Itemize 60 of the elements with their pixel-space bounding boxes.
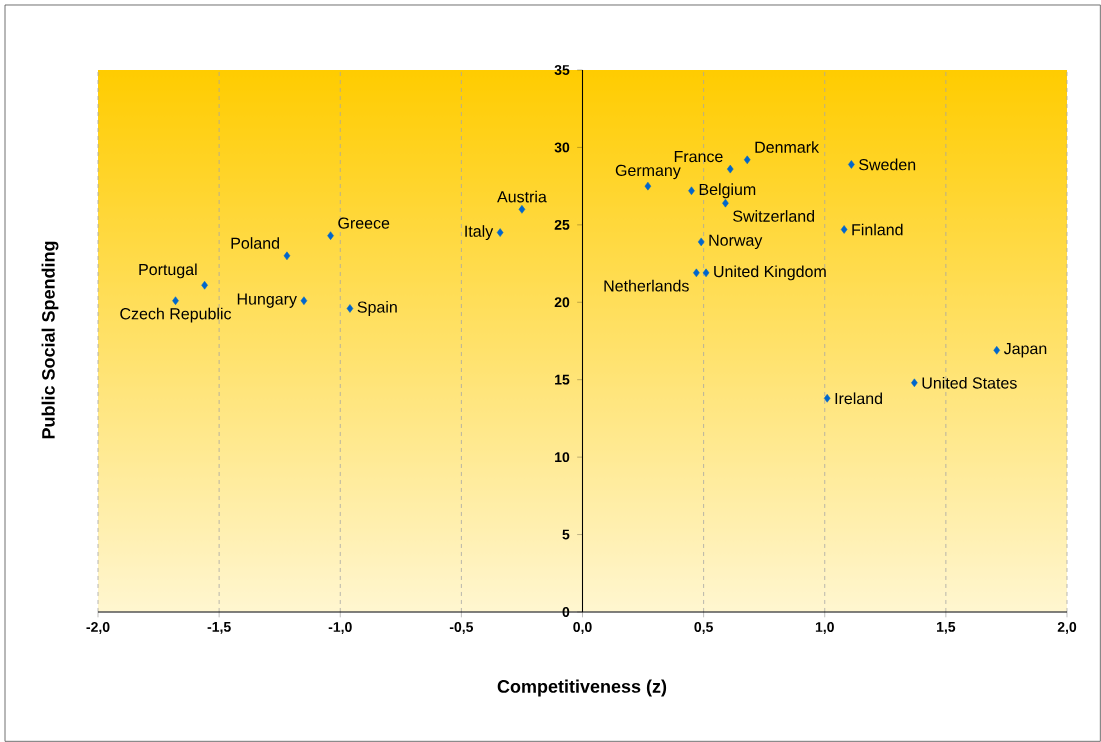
x-tick-label: 0,0 (573, 622, 592, 634)
annotation: Denmark (755, 141, 820, 153)
annotation: Norway (709, 234, 763, 250)
annotation: Japan (1003, 343, 1047, 358)
x-tick-label: 0,5 (694, 622, 713, 634)
x-tick-label: 1,0 (815, 622, 834, 634)
x-tick-label: -1,5 (207, 622, 231, 634)
x-axis-title: Competitiveness (z) (497, 679, 667, 697)
annotation: United States (922, 376, 1017, 389)
point (172, 296, 179, 305)
point (688, 186, 695, 196)
annotation: France (674, 151, 723, 163)
point (283, 251, 291, 261)
y-tick-label: 30 (554, 142, 570, 153)
annotation: Sweden (859, 158, 916, 171)
point (201, 280, 208, 290)
y-tick-label: 0 (562, 607, 570, 617)
annotation: Finland (852, 223, 903, 236)
x-tick-label: 2,0 (1057, 622, 1077, 634)
x-tick-label: -1,0 (328, 622, 352, 634)
y-tick-label: 20 (554, 297, 570, 308)
point (644, 181, 652, 191)
y-axis-title: Public Social Spending (41, 241, 59, 439)
point (743, 155, 751, 165)
point (697, 237, 705, 247)
point (840, 225, 848, 234)
point (693, 268, 700, 278)
point (496, 228, 504, 237)
point (518, 205, 526, 214)
point (993, 346, 1001, 355)
annotation: Germany (615, 164, 681, 180)
point (848, 160, 855, 169)
annotation: Hungary (237, 293, 297, 308)
point (300, 296, 308, 305)
y-tick-label: 25 (554, 219, 570, 230)
annotation: Netherlands (604, 279, 689, 292)
y-tick-label: 15 (555, 374, 570, 385)
annotation: Czech Republic (120, 307, 232, 323)
annotation: Spain (357, 301, 397, 316)
point (346, 304, 354, 313)
annotation: Ireland (835, 392, 882, 405)
x-tick-label: -2,0 (86, 622, 110, 634)
point (702, 268, 710, 278)
y-tick-label: 5 (562, 529, 570, 540)
annotation: Poland (231, 237, 279, 249)
y-tick-label: 10 (555, 452, 570, 463)
annotation: Italy (465, 225, 494, 241)
point (911, 378, 918, 388)
annotation: Greece (338, 217, 390, 229)
annotation: Belgium (699, 183, 756, 199)
x-tick-label: 1,5 (937, 622, 956, 634)
point (327, 231, 334, 240)
annotation: United Kingdom (714, 265, 826, 281)
x-tick-label: -0,5 (449, 622, 474, 634)
point (823, 394, 831, 403)
point (722, 198, 729, 208)
point (727, 164, 734, 174)
annotation: Portugal (139, 263, 197, 279)
annotation: Austria (497, 190, 547, 203)
annotation: Switzerland (733, 210, 815, 222)
